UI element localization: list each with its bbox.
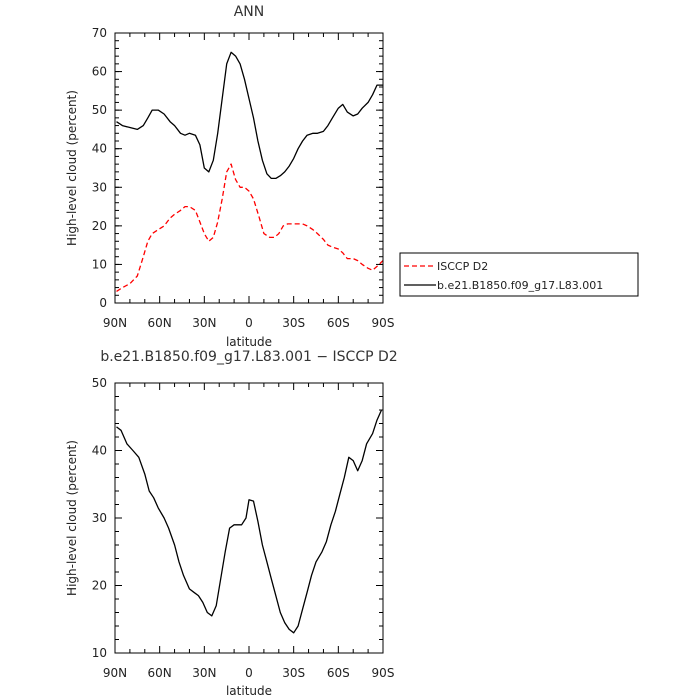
y-tick-label: 30	[92, 180, 107, 194]
top-chart-marks: 90N 60N 30N 0 30S 60S 90S 0 10 20 30 40 50 60 70	[92, 26, 395, 330]
top-chart-xlabel: latitude	[226, 335, 272, 349]
series-line-0-1	[116, 51, 383, 180]
x-tick-label: 90S	[372, 316, 395, 330]
series-line-0-0	[116, 163, 384, 292]
bottom-chart-ylabel: High-level cloud (percent)	[65, 440, 79, 596]
bottom-chart-panel: b.e21.B1850.f09_g17.L83.001 − ISCCP D2 9…	[65, 349, 398, 698]
x-tick-label: 30S	[282, 316, 305, 330]
y-tick-label: 40	[92, 444, 107, 458]
top-chart-title: ANN	[234, 4, 265, 20]
x-tick-label: 30N	[192, 316, 216, 330]
x-tick-label: 0	[245, 666, 253, 680]
legend-label-isccp: ISCCP D2	[437, 260, 488, 273]
top-chart-legend: ISCCP D2 b.e21.B1850.f09_g17.L83.001	[399, 252, 639, 297]
y-tick-label: 0	[99, 296, 107, 310]
bottom-chart-xlabel: latitude	[226, 684, 272, 698]
legend-box	[399, 252, 639, 297]
y-tick-label: 30	[92, 511, 107, 525]
x-tick-label: 60S	[327, 316, 350, 330]
y-tick-label: 50	[92, 376, 107, 390]
bottom-chart-frame	[114, 382, 384, 654]
x-tick-label: 60N	[148, 316, 172, 330]
x-tick-label: 60S	[327, 666, 350, 680]
top-chart-panel: ANN 90N 60N 30N 0 30S 60S 90S 0 10 20 30 40 50 60 70 H…	[65, 4, 394, 349]
y-tick-label: 10	[92, 257, 107, 271]
y-tick-label: 40	[92, 142, 107, 156]
y-tick-label: 20	[92, 219, 107, 233]
x-tick-label: 30S	[282, 666, 305, 680]
x-tick-label: 90N	[103, 666, 127, 680]
top-chart-frame	[114, 32, 384, 304]
y-tick-label: 20	[92, 579, 107, 593]
legend-label-model: b.e21.B1850.f09_g17.L83.001	[437, 279, 603, 292]
x-tick-label: 60N	[148, 666, 172, 680]
x-tick-label: 0	[245, 316, 253, 330]
y-tick-label: 10	[92, 646, 107, 660]
bottom-chart-marks: 90N 60N 30N 0 30S 60S 90S 10 20 30 40 50	[92, 376, 395, 680]
x-tick-label: 90N	[103, 316, 127, 330]
x-tick-label: 30N	[192, 666, 216, 680]
series-line-1-0	[116, 409, 383, 634]
x-tick-label: 90S	[372, 666, 395, 680]
y-tick-label: 50	[92, 103, 107, 117]
y-tick-label: 70	[92, 26, 107, 40]
y-tick-label: 60	[92, 65, 107, 79]
bottom-chart-title: b.e21.B1850.f09_g17.L83.001 − ISCCP D2	[100, 349, 397, 365]
top-chart-ylabel: High-level cloud (percent)	[65, 90, 79, 246]
